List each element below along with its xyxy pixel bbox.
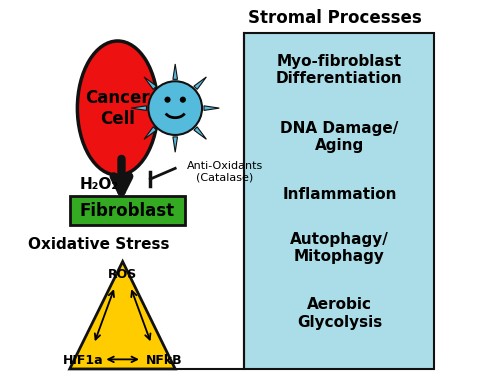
Text: NFkB: NFkB xyxy=(146,354,182,367)
Circle shape xyxy=(164,97,170,103)
Text: Fibroblast: Fibroblast xyxy=(80,202,175,220)
Polygon shape xyxy=(131,106,146,110)
FancyBboxPatch shape xyxy=(244,33,434,369)
Text: DNA Damage/
Aging: DNA Damage/ Aging xyxy=(280,121,398,153)
Polygon shape xyxy=(144,77,156,89)
Polygon shape xyxy=(194,77,206,89)
Polygon shape xyxy=(173,137,178,152)
Text: Myo-fibroblast
Differentiation: Myo-fibroblast Differentiation xyxy=(276,54,403,86)
Text: Aerobic
Glycolysis: Aerobic Glycolysis xyxy=(297,297,382,330)
Text: H₂O₂: H₂O₂ xyxy=(80,177,118,192)
Text: Oxidative Stress: Oxidative Stress xyxy=(28,237,169,252)
Text: Inflammation: Inflammation xyxy=(282,187,397,202)
Text: Autophagy/
Mitophagy: Autophagy/ Mitophagy xyxy=(290,232,389,264)
Ellipse shape xyxy=(78,41,158,175)
Polygon shape xyxy=(204,106,220,110)
Text: ROS: ROS xyxy=(108,268,138,281)
Circle shape xyxy=(148,81,202,135)
Text: HIF1a: HIF1a xyxy=(63,354,104,367)
Text: Stromal Processes: Stromal Processes xyxy=(248,9,422,27)
FancyBboxPatch shape xyxy=(70,196,185,225)
Polygon shape xyxy=(144,127,156,139)
Circle shape xyxy=(180,97,186,103)
Text: Cancer
Cell: Cancer Cell xyxy=(86,89,150,127)
Polygon shape xyxy=(70,261,175,369)
Polygon shape xyxy=(194,127,206,139)
Text: Anti-Oxidants
(Catalase): Anti-Oxidants (Catalase) xyxy=(186,161,263,182)
Polygon shape xyxy=(173,64,178,79)
